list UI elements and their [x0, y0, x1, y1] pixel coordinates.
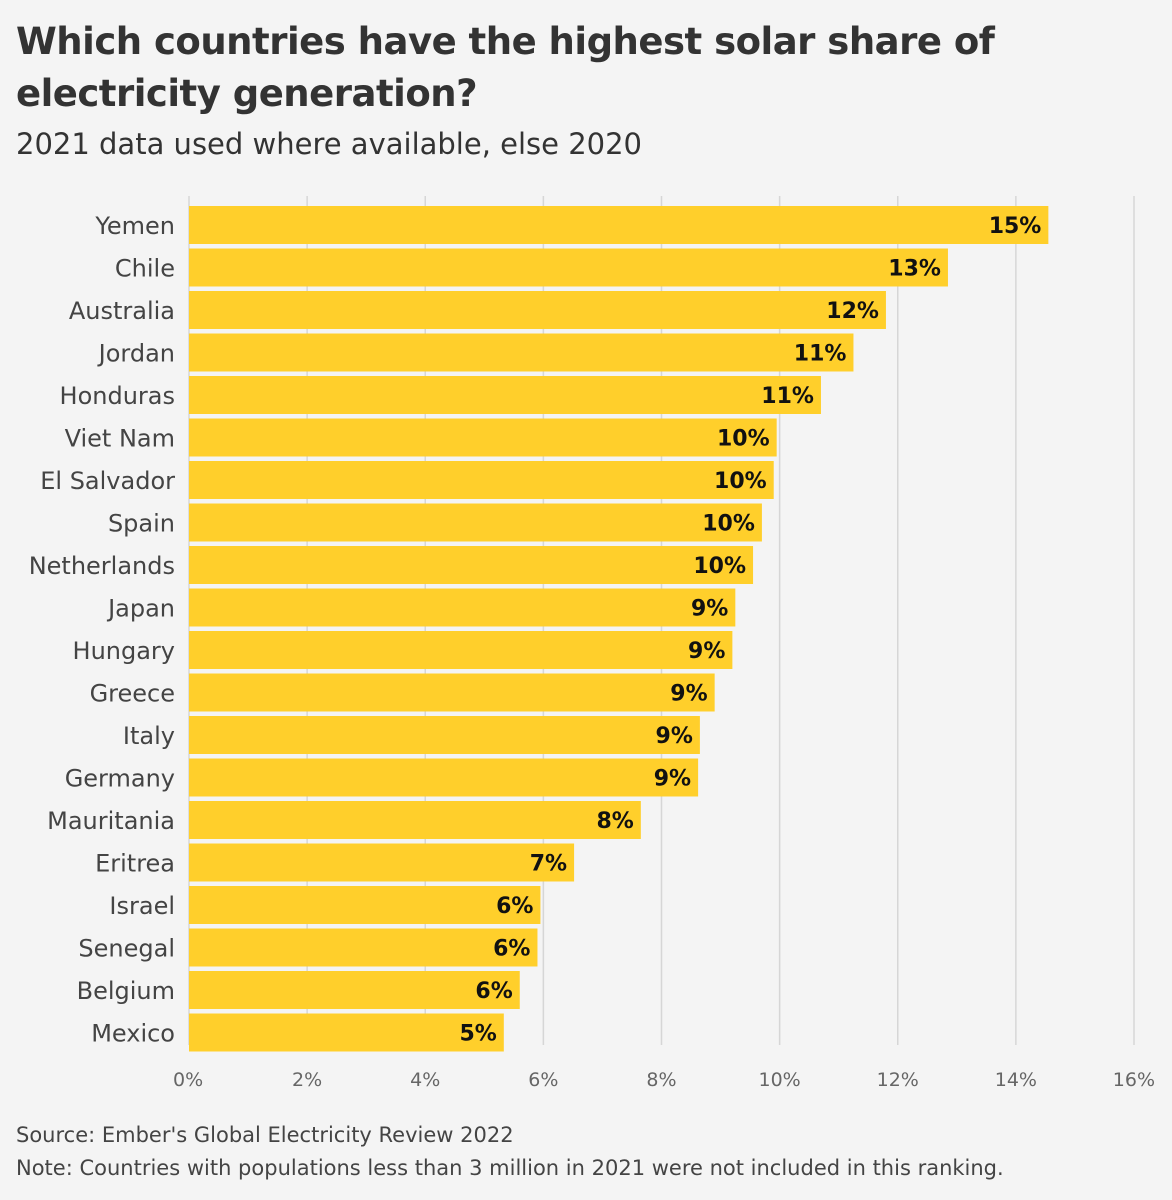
x-tick-label: 6%: [528, 1069, 558, 1091]
bar-value-label: 6%: [475, 979, 512, 1004]
x-tick-label: 12%: [877, 1069, 919, 1091]
bar: [189, 588, 736, 627]
x-axis-tick-labels: 0% 2% 4% 6% 8% 10% 12% 14% 16%: [173, 1069, 1155, 1091]
x-tick-label: 10%: [759, 1069, 801, 1091]
bar-value-label: 9%: [654, 767, 691, 792]
bar-value-label: 10%: [702, 512, 755, 537]
bar: [189, 716, 700, 754]
category-label: Belgium: [77, 977, 175, 1005]
bar: [189, 206, 1049, 244]
category-labels: Yemen Chile Australia Jordan Honduras Viet Na…: [29, 212, 175, 1048]
bar-value-label: 12%: [826, 299, 879, 324]
category-label: Germany: [65, 765, 175, 793]
bar: [189, 461, 774, 499]
bar-value-label: 6%: [496, 894, 533, 919]
bar-value-label: 10%: [717, 427, 770, 452]
category-label: Netherlands: [29, 552, 175, 580]
x-tick-label: 4%: [410, 1069, 440, 1091]
x-tick-label: 16%: [1113, 1069, 1155, 1091]
bar-value-label: 7%: [530, 852, 567, 877]
bar: [189, 631, 733, 669]
bar: [189, 248, 948, 287]
bars: [189, 206, 1049, 1052]
x-tick-label: 0%: [173, 1069, 203, 1091]
category-label: El Salvador: [40, 467, 175, 495]
category-label: Israel: [109, 892, 175, 920]
chart-title: Which countries have the highest solar s…: [16, 20, 995, 115]
data-labels: 15% 13% 12% 11% 11% 10% 10% 10% 10% 9% 9% 9% 9% 9% 8% 7…: [459, 214, 1041, 1047]
category-label: Mauritania: [47, 807, 175, 835]
bar-value-label: 5%: [459, 1022, 496, 1047]
bar-value-label: 9%: [656, 724, 693, 749]
x-tick-label: 14%: [995, 1069, 1037, 1091]
bar-value-label: 13%: [888, 257, 941, 282]
bar: [189, 843, 575, 882]
bar-value-label: 11%: [794, 342, 847, 367]
bar-value-label: 9%: [688, 639, 725, 664]
bar-value-label: 10%: [714, 469, 767, 494]
bar-value-label: 11%: [761, 384, 814, 409]
category-label: Honduras: [60, 382, 175, 410]
bar: [189, 333, 854, 372]
bar-value-label: 8%: [596, 809, 633, 834]
bar: [189, 546, 754, 584]
bar: [189, 291, 886, 329]
category-label: Japan: [106, 595, 175, 623]
category-label: Senegal: [78, 935, 175, 963]
bar: [189, 971, 520, 1009]
x-tick-label: 8%: [646, 1069, 676, 1091]
category-label: Chile: [115, 255, 175, 283]
category-label: Yemen: [94, 212, 175, 240]
footnote: Note: Countries with populations less th…: [16, 1156, 1004, 1180]
category-label: Italy: [123, 722, 175, 750]
bar-value-label: 6%: [493, 937, 530, 962]
category-label: Greece: [90, 680, 175, 708]
bar-value-label: 9%: [670, 682, 707, 707]
category-label: Hungary: [73, 637, 175, 665]
bar: [189, 418, 777, 457]
bar: [189, 503, 762, 542]
bar: [189, 801, 641, 839]
x-tick-label: 2%: [292, 1069, 322, 1091]
bar: [189, 886, 541, 924]
bar: [189, 673, 715, 712]
category-label: Australia: [69, 297, 175, 325]
chart-subtitle: 2021 data used where available, else 202…: [16, 127, 643, 161]
category-label: Eritrea: [95, 850, 175, 878]
bar-value-label: 10%: [693, 554, 746, 579]
bar: [189, 1013, 504, 1052]
bar: [189, 928, 538, 967]
bar: [189, 376, 821, 414]
category-label: Spain: [108, 510, 175, 538]
source-note: Source: Ember's Global Electricity Revie…: [16, 1123, 514, 1147]
bar: [189, 758, 699, 797]
category-label: Mexico: [91, 1020, 175, 1048]
bar-value-label: 15%: [989, 214, 1042, 239]
category-label: Viet Nam: [65, 425, 175, 453]
bar-chart: 15% 13% 12% 11% 11% 10% 10% 10% 10% 9% 9% 9% 9% 9% 8% 7…: [29, 196, 1155, 1091]
category-label: Jordan: [97, 340, 175, 368]
bar-value-label: 9%: [691, 597, 728, 622]
